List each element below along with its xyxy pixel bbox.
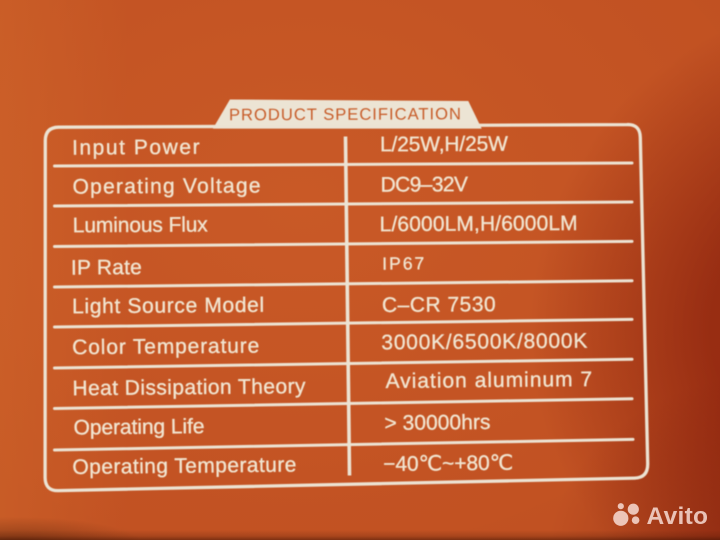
svg-text:L/6000LM,H/6000LM: L/6000LM,H/6000LM <box>380 212 578 236</box>
svg-text:IP67: IP67 <box>382 253 424 273</box>
svg-text:Light Source Model: Light Source Model <box>72 294 264 319</box>
svg-text:PRODUCT SPECIFICATION: PRODUCT SPECIFICATION <box>229 104 461 124</box>
svg-text:Operating Temperature: Operating Temperature <box>72 453 296 479</box>
svg-text:Heat Dissipation Theory: Heat Dissipation Theory <box>72 375 306 400</box>
svg-text:Operating Life: Operating Life <box>73 415 204 439</box>
svg-text:3000K/6500K/8000K: 3000K/6500K/8000K <box>381 330 587 355</box>
svg-text:Luminous Flux: Luminous Flux <box>73 213 209 237</box>
svg-text:> 30000hrs: > 30000hrs <box>384 411 490 435</box>
svg-text:Avito: Avito <box>647 503 709 530</box>
svg-text:Input Power: Input Power <box>72 136 200 160</box>
svg-text:Color Temperature: Color Temperature <box>72 335 259 360</box>
svg-text:Operating Voltage: Operating Voltage <box>72 174 260 198</box>
svg-text:L/25W,H/25W: L/25W,H/25W <box>380 133 508 157</box>
svg-text:Aviation aluminum 7: Aviation aluminum 7 <box>385 368 592 393</box>
svg-text:IP Rate: IP Rate <box>71 256 142 279</box>
svg-text:−40℃~+80℃: −40℃~+80℃ <box>383 452 513 476</box>
svg-text:DC9–32V: DC9–32V <box>381 173 469 196</box>
svg-text:C–CR 7530: C–CR 7530 <box>382 293 496 317</box>
